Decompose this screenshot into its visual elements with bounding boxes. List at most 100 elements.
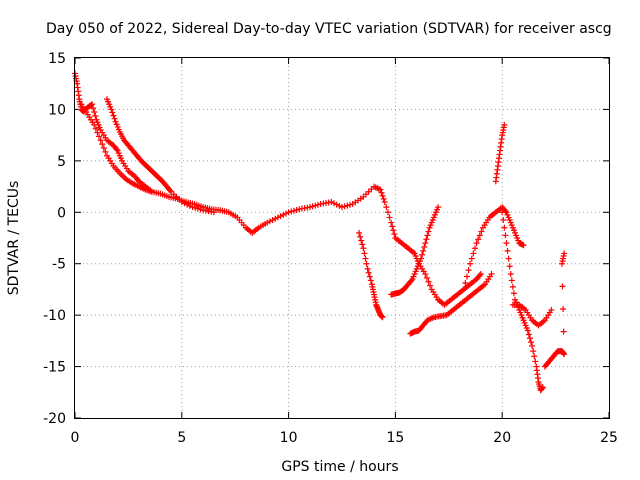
data-point <box>96 133 103 140</box>
y-axis-label: SDTVAR / TECUs <box>6 181 22 296</box>
data-point <box>167 187 174 194</box>
data-point <box>530 348 537 355</box>
data-point <box>186 202 193 209</box>
x-axis-label: GPS time / hours <box>281 459 398 475</box>
data-point <box>285 209 292 216</box>
y-tick-label: 15 <box>48 51 66 67</box>
data-point <box>90 105 97 112</box>
data-point <box>358 237 365 244</box>
data-point <box>189 204 196 211</box>
series-branch-e <box>388 204 442 298</box>
data-point <box>92 125 99 132</box>
data-point <box>508 277 515 284</box>
data-point <box>504 247 511 254</box>
data-point <box>111 115 118 122</box>
data-point <box>277 213 284 220</box>
y-tick-label: -15 <box>43 360 66 376</box>
series-branch-f <box>407 271 495 337</box>
data-point <box>365 269 372 276</box>
data-point <box>548 307 555 313</box>
data-point <box>333 201 340 208</box>
data-point <box>502 208 509 214</box>
data-point <box>378 189 385 196</box>
data-point <box>506 263 513 270</box>
data-point <box>528 339 535 346</box>
data-point <box>94 129 101 136</box>
data-point <box>488 271 495 277</box>
data-point <box>476 232 483 239</box>
data-point <box>475 236 482 243</box>
data-point <box>282 210 289 217</box>
y-tick-label: 10 <box>48 102 66 118</box>
x-tick-label: 0 <box>71 430 80 446</box>
data-point <box>266 218 273 225</box>
data-point <box>359 241 366 248</box>
data-point <box>467 260 474 267</box>
data-point <box>501 121 508 128</box>
data-point <box>529 343 536 349</box>
data-point <box>178 199 185 205</box>
data-point <box>471 245 478 252</box>
data-point <box>344 202 351 209</box>
x-tick-label: 25 <box>600 430 618 446</box>
data-point <box>391 231 398 238</box>
series-branch-g <box>460 204 527 293</box>
data-point <box>210 209 217 216</box>
data-point <box>561 351 568 358</box>
data-point <box>341 203 348 210</box>
y-tick-label: -5 <box>52 257 66 273</box>
data-point <box>97 137 104 144</box>
data-point <box>420 247 427 254</box>
data-point <box>264 219 271 226</box>
data-point <box>389 223 396 230</box>
data-point <box>269 217 276 223</box>
x-tick-label: 20 <box>493 430 511 446</box>
data-point <box>526 335 533 342</box>
data-point <box>363 260 370 267</box>
y-tick-label: 0 <box>57 205 66 221</box>
data-point <box>108 106 115 113</box>
data-point <box>379 192 386 199</box>
x-tick-label: 5 <box>177 430 186 446</box>
data-point <box>309 203 316 210</box>
data-point <box>194 205 201 212</box>
series-branch-i <box>499 209 546 394</box>
data-point <box>102 148 109 155</box>
data-point <box>539 384 546 391</box>
x-tick-label: 10 <box>280 430 298 446</box>
series-branch-b <box>104 96 217 216</box>
series-branch-d <box>356 229 386 321</box>
data-point <box>357 233 364 240</box>
data-point <box>377 186 384 193</box>
data-point <box>427 282 434 289</box>
data-point <box>288 208 295 215</box>
data-point <box>502 232 509 239</box>
data-point <box>88 102 95 109</box>
data-point <box>92 112 99 119</box>
data-point <box>473 240 480 247</box>
series-branch-c <box>78 101 155 195</box>
data-point <box>192 204 199 211</box>
data-point <box>293 206 300 213</box>
series-branch-k <box>541 250 568 370</box>
data-point <box>380 195 387 202</box>
data-point <box>89 101 96 108</box>
data-point <box>500 217 507 223</box>
data-point <box>421 244 428 250</box>
y-tick-labels: 15 10 5 0 -5 -10 -15 -20 <box>43 51 66 427</box>
data-point <box>501 224 508 231</box>
data-point <box>360 245 367 252</box>
data-point <box>100 145 107 151</box>
data-point <box>561 250 568 257</box>
data-point <box>109 109 116 116</box>
data-point <box>91 109 98 115</box>
data-point <box>339 204 345 211</box>
data-point <box>181 200 188 207</box>
data-point <box>423 236 430 243</box>
data-point <box>381 199 388 205</box>
data-point <box>422 240 429 247</box>
data-point <box>423 274 430 281</box>
data-point <box>424 232 431 239</box>
y-tick-label: -10 <box>43 308 66 324</box>
data-point <box>476 272 483 279</box>
